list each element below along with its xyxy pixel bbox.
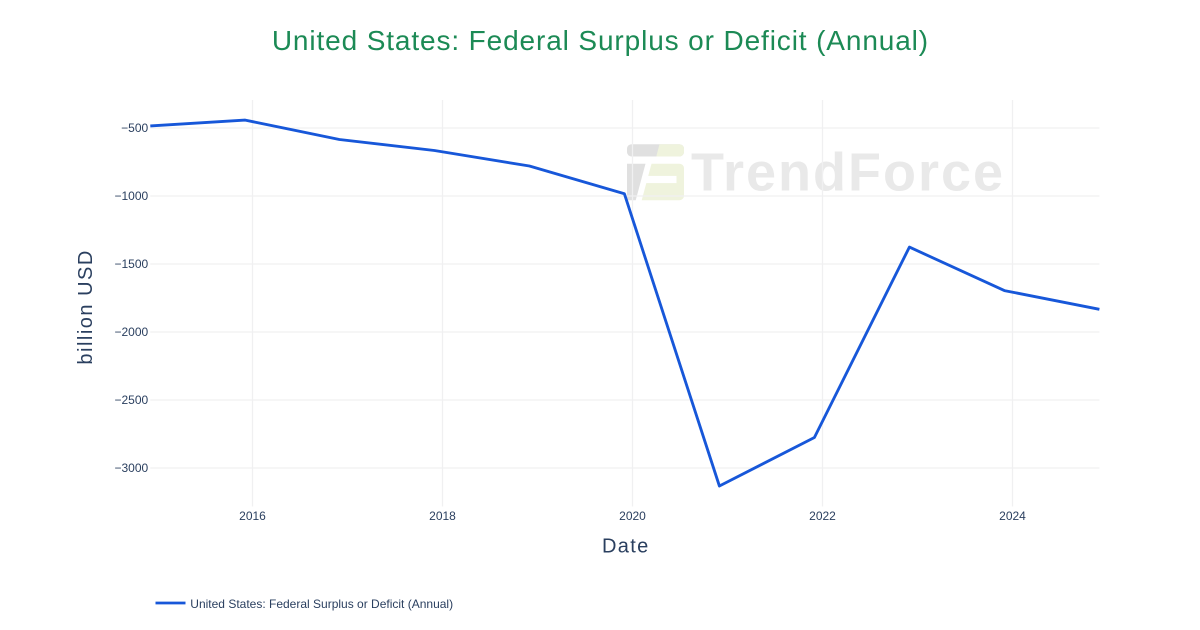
svg-text:United States: Federal Surplus: United States: Federal Surplus or Defici… bbox=[272, 25, 929, 56]
svg-text:−1500: −1500 bbox=[114, 257, 148, 271]
svg-text:2024: 2024 bbox=[999, 509, 1026, 523]
svg-text:2018: 2018 bbox=[429, 509, 456, 523]
svg-text:United States: Federal Surplus: United States: Federal Surplus or Defici… bbox=[190, 597, 453, 611]
svg-text:2022: 2022 bbox=[809, 509, 836, 523]
svg-text:−2000: −2000 bbox=[114, 325, 148, 339]
svg-text:−500: −500 bbox=[121, 121, 148, 135]
svg-text:billion USD: billion USD bbox=[75, 249, 97, 364]
svg-text:2020: 2020 bbox=[619, 509, 646, 523]
svg-text:−1000: −1000 bbox=[114, 189, 148, 203]
svg-text:Date: Date bbox=[602, 536, 650, 558]
svg-text:2016: 2016 bbox=[239, 509, 266, 523]
svg-text:−3000: −3000 bbox=[114, 461, 148, 475]
svg-text:TrendForce: TrendForce bbox=[691, 143, 1005, 203]
svg-text:−2500: −2500 bbox=[114, 393, 148, 407]
